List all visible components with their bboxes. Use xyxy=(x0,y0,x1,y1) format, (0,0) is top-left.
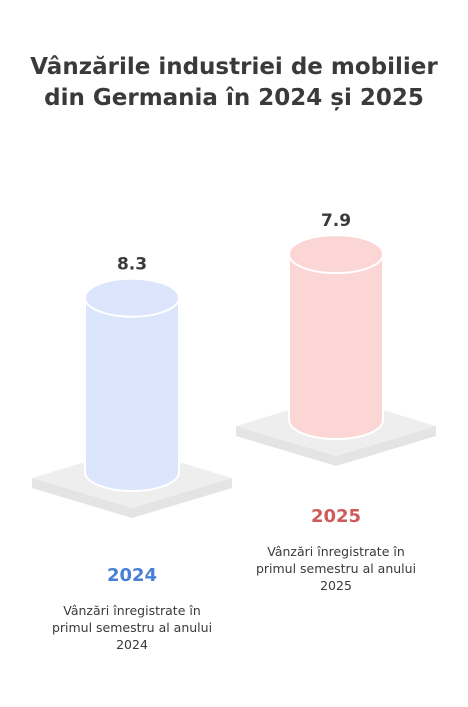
caption-2024: Vânzări înregistrate în primul semestru … xyxy=(51,603,213,652)
value-label-2025: 7.9 xyxy=(321,211,351,231)
bar-body-2025 xyxy=(288,253,384,440)
bar-2025: 7.9 xyxy=(236,211,436,466)
bar-2024: 8.3 xyxy=(32,255,232,518)
caption-2025: Vânzări înregistrate în primul semestru … xyxy=(255,544,417,593)
bar-body-2024 xyxy=(84,296,180,492)
year-label-2024: 2024 xyxy=(106,565,158,586)
base-side-2024 xyxy=(32,478,232,518)
year-label-2025: 2025 xyxy=(310,506,362,527)
bar-top-2025 xyxy=(288,234,384,275)
bar-top-2024 xyxy=(84,277,180,318)
chart-title: Vânzările industriei de mobilier din Ger… xyxy=(30,54,438,111)
base-side-2025 xyxy=(236,426,436,466)
value-label-2024: 8.3 xyxy=(117,255,147,275)
